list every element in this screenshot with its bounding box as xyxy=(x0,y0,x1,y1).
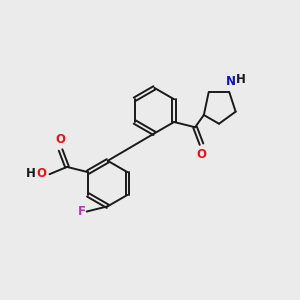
Text: F: F xyxy=(77,205,86,218)
Text: O: O xyxy=(36,167,46,180)
Text: O: O xyxy=(196,148,206,161)
Text: H: H xyxy=(236,73,245,86)
Text: N: N xyxy=(226,75,236,88)
Text: H: H xyxy=(26,167,35,180)
Text: O: O xyxy=(56,134,66,146)
